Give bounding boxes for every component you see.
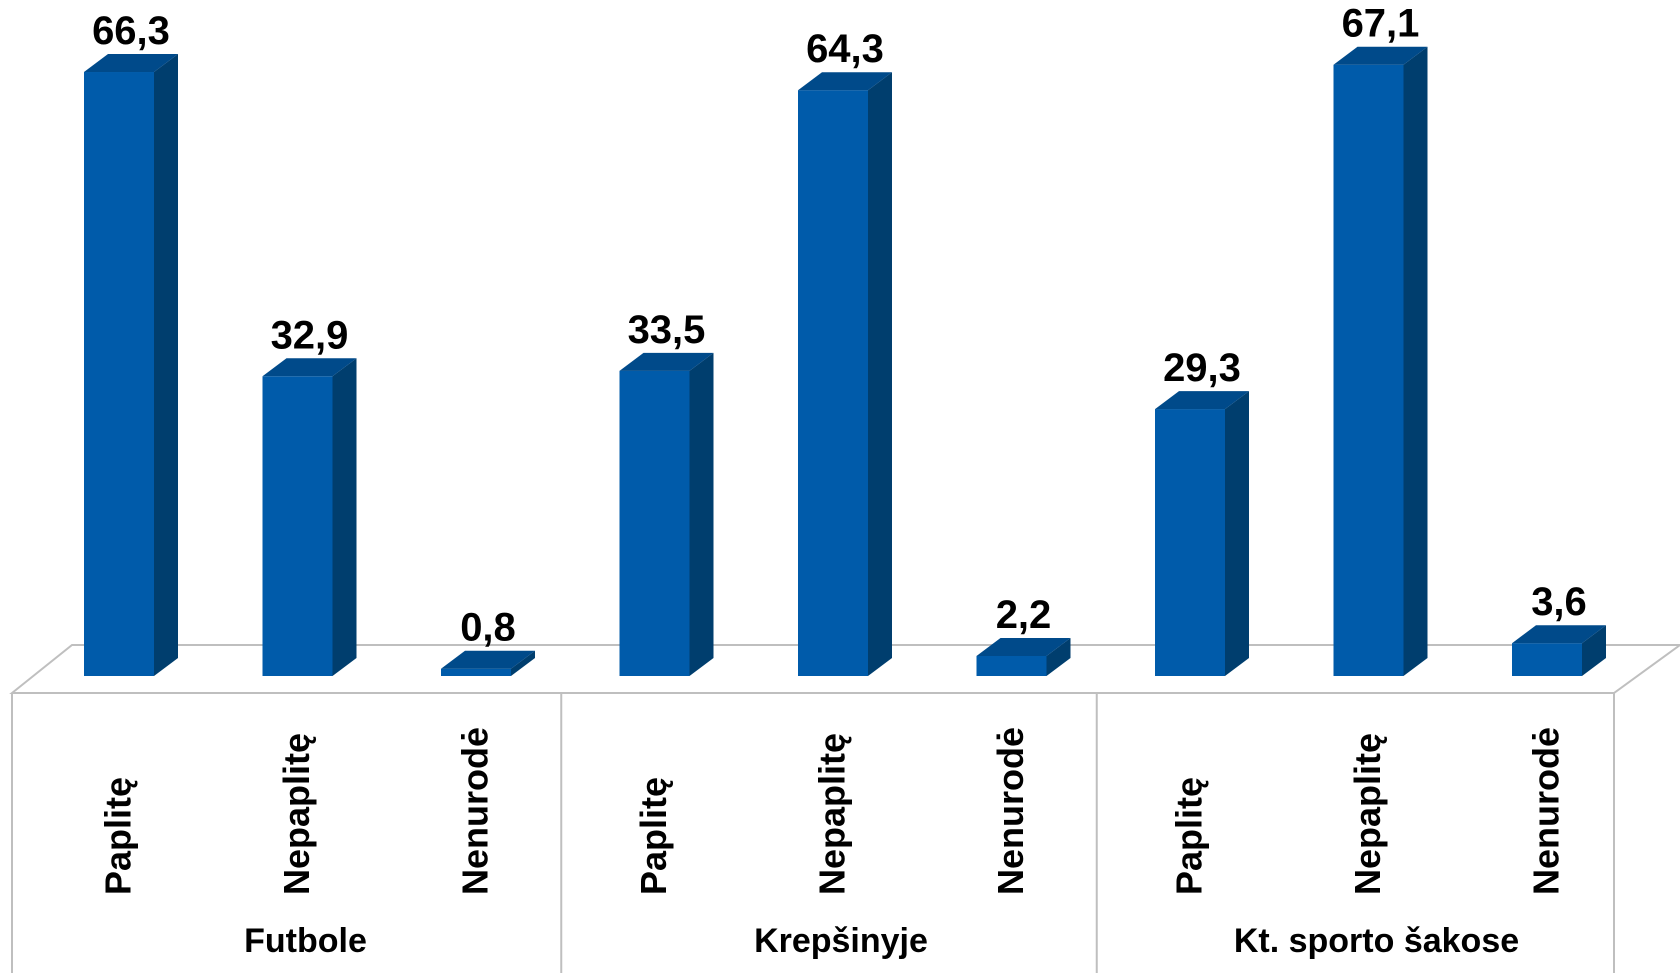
tick-label: Nenurodė bbox=[990, 727, 1031, 895]
bar-side bbox=[868, 72, 892, 677]
tick-label: Nepaplitę bbox=[812, 733, 853, 895]
bar-front bbox=[976, 655, 1047, 676]
bar-side bbox=[154, 54, 178, 676]
bar-top bbox=[1512, 625, 1606, 644]
bar-front bbox=[1512, 643, 1582, 676]
tick-label: Paplitę bbox=[1169, 777, 1210, 895]
tick-label: Nepaplitę bbox=[276, 733, 317, 895]
bar-front bbox=[262, 376, 333, 676]
bar-side bbox=[332, 358, 357, 676]
bar-front bbox=[1333, 64, 1404, 677]
bar-side bbox=[689, 352, 714, 676]
data-label: 66,3 bbox=[92, 9, 170, 53]
bar-front bbox=[619, 370, 690, 676]
bar-side bbox=[511, 650, 535, 676]
bar-front bbox=[798, 90, 868, 677]
bar-side bbox=[1046, 637, 1071, 676]
bar-side bbox=[1403, 46, 1428, 677]
bar-top bbox=[1333, 46, 1428, 65]
bar-front bbox=[441, 668, 511, 676]
category-axis: Paplitę Nepaplitę Nenurodė Futbole Paplitę Ne… bbox=[11, 692, 1615, 973]
tick-label: Paplitę bbox=[633, 777, 674, 895]
bar-top bbox=[441, 650, 535, 669]
bar-front bbox=[84, 72, 154, 676]
bar-top bbox=[1155, 391, 1249, 410]
data-label: 64,3 bbox=[806, 27, 884, 71]
data-label: 32,9 bbox=[271, 313, 349, 357]
data-label: 2,2 bbox=[996, 593, 1052, 637]
bar-side bbox=[1582, 625, 1606, 676]
bars bbox=[84, 46, 1606, 677]
tick-label: Nenurodė bbox=[455, 727, 496, 895]
bar-side bbox=[1225, 391, 1249, 676]
data-label: 33,5 bbox=[628, 308, 706, 352]
data-label: 29,3 bbox=[1163, 346, 1241, 390]
bar-top bbox=[798, 72, 892, 91]
group-label: Kt. sporto šakose bbox=[1234, 922, 1519, 960]
bar-top bbox=[262, 358, 357, 377]
bar-top bbox=[976, 637, 1071, 656]
bar-front bbox=[1155, 409, 1225, 676]
data-label: 67,1 bbox=[1342, 2, 1420, 46]
tick-label: Nepaplitę bbox=[1347, 733, 1388, 895]
value-labels: 66,3 32,9 0,8 33,5 64,3 2,2 29,3 67,1 3,6 bbox=[92, 2, 1587, 650]
bar-top bbox=[84, 54, 178, 73]
tick-label: Paplitę bbox=[98, 777, 139, 895]
group-label: Krepšinyje bbox=[754, 922, 928, 960]
data-label: 3,6 bbox=[1531, 580, 1587, 624]
group-label: Futbole bbox=[244, 922, 367, 960]
data-label: 0,8 bbox=[460, 606, 516, 650]
bar-top bbox=[619, 352, 714, 371]
tick-label: Nenurodė bbox=[1526, 727, 1567, 895]
